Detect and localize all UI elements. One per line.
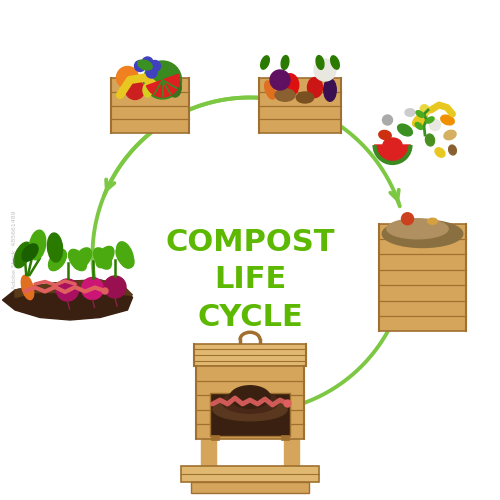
Ellipse shape <box>382 220 463 248</box>
Circle shape <box>56 279 78 301</box>
Ellipse shape <box>48 233 62 262</box>
Wedge shape <box>162 74 180 80</box>
Wedge shape <box>374 145 410 163</box>
Ellipse shape <box>426 134 434 146</box>
Bar <box>210 393 290 436</box>
Ellipse shape <box>416 110 424 117</box>
Bar <box>196 366 304 439</box>
Circle shape <box>314 59 336 81</box>
Ellipse shape <box>430 120 440 130</box>
Bar <box>194 344 306 366</box>
Circle shape <box>104 276 126 298</box>
Ellipse shape <box>382 115 392 125</box>
Bar <box>282 435 290 440</box>
Bar <box>201 439 216 466</box>
Ellipse shape <box>22 244 38 261</box>
Text: COMPOST: COMPOST <box>165 228 335 257</box>
Polygon shape <box>2 280 132 320</box>
Ellipse shape <box>94 248 112 269</box>
Bar <box>111 78 188 133</box>
Ellipse shape <box>405 109 415 116</box>
Ellipse shape <box>379 130 391 140</box>
Circle shape <box>144 61 182 99</box>
Ellipse shape <box>68 250 86 270</box>
Ellipse shape <box>448 145 456 155</box>
Ellipse shape <box>281 74 299 96</box>
Ellipse shape <box>264 81 276 99</box>
Ellipse shape <box>308 78 322 98</box>
Ellipse shape <box>324 78 336 101</box>
Ellipse shape <box>260 56 270 69</box>
Ellipse shape <box>428 218 438 224</box>
Circle shape <box>102 288 108 294</box>
Ellipse shape <box>296 92 314 103</box>
Bar <box>191 482 309 493</box>
Ellipse shape <box>275 89 295 101</box>
Ellipse shape <box>435 148 445 157</box>
Ellipse shape <box>412 113 428 127</box>
Ellipse shape <box>415 122 423 130</box>
Circle shape <box>270 70 290 90</box>
Circle shape <box>142 57 153 68</box>
Ellipse shape <box>14 242 31 268</box>
Bar <box>181 466 319 482</box>
Ellipse shape <box>387 219 448 239</box>
Circle shape <box>284 400 291 407</box>
Ellipse shape <box>281 56 289 70</box>
Text: Adobe Stock  485661489: Adobe Stock 485661489 <box>12 210 18 290</box>
Bar <box>379 224 466 331</box>
Text: LIFE: LIFE <box>214 266 286 294</box>
Ellipse shape <box>330 56 340 69</box>
Ellipse shape <box>143 83 152 97</box>
Ellipse shape <box>169 78 181 97</box>
Ellipse shape <box>383 138 402 152</box>
Ellipse shape <box>222 391 278 413</box>
Ellipse shape <box>420 104 430 116</box>
Circle shape <box>134 60 145 72</box>
Circle shape <box>116 66 138 88</box>
Ellipse shape <box>444 130 456 140</box>
Circle shape <box>150 60 160 72</box>
Ellipse shape <box>440 115 454 125</box>
Bar <box>210 435 218 440</box>
Text: CYCLE: CYCLE <box>197 303 303 332</box>
Circle shape <box>126 80 144 100</box>
Ellipse shape <box>48 250 66 270</box>
Bar <box>284 439 299 466</box>
Ellipse shape <box>316 56 324 70</box>
Ellipse shape <box>230 386 270 408</box>
Circle shape <box>402 213 413 225</box>
Ellipse shape <box>74 248 92 269</box>
Ellipse shape <box>116 246 134 268</box>
Ellipse shape <box>213 398 287 421</box>
Polygon shape <box>15 280 132 297</box>
Ellipse shape <box>426 117 434 123</box>
Bar <box>259 78 341 133</box>
Ellipse shape <box>116 242 134 268</box>
Ellipse shape <box>29 230 46 260</box>
Circle shape <box>146 67 157 78</box>
Wedge shape <box>146 80 180 97</box>
Circle shape <box>82 278 104 299</box>
Ellipse shape <box>138 60 152 70</box>
Ellipse shape <box>96 246 114 268</box>
Ellipse shape <box>398 124 412 136</box>
Ellipse shape <box>22 276 34 299</box>
